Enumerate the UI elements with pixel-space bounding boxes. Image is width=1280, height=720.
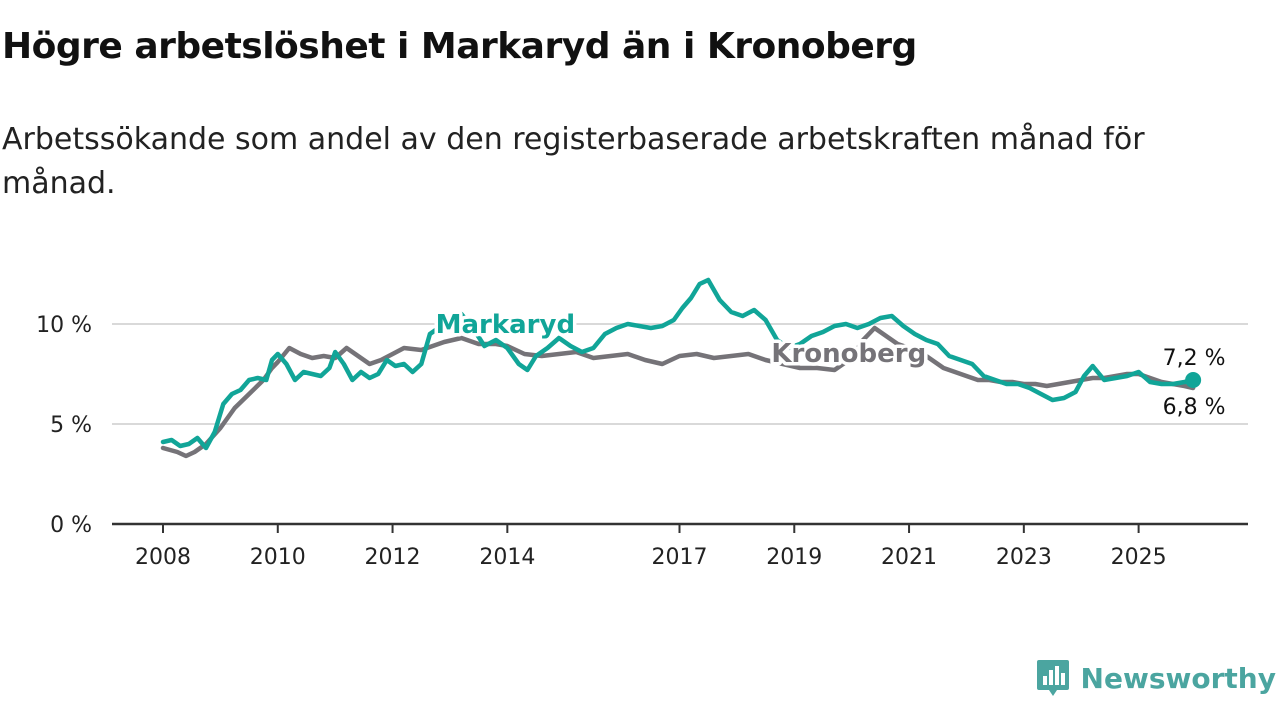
end-value-label-markaryd: 7,2 % (1163, 346, 1226, 371)
newsworthy-logo-icon (1036, 660, 1069, 696)
series-label-markaryd: Markaryd (436, 310, 575, 340)
chart-title: Högre arbetslöshet i Markaryd än i Krono… (2, 26, 917, 67)
endpoint-marker-markaryd (1185, 372, 1202, 388)
series-lines (160, 277, 1202, 459)
series-label-kronoberg: Kronoberg (771, 339, 926, 369)
chart-subtitle: Arbetssökande som andel av den registerb… (2, 122, 1145, 201)
y-tick-label: 0 % (50, 513, 92, 538)
x-tick-label: 2010 (250, 545, 306, 570)
series-line-kronoberg (160, 325, 1196, 459)
x-tick-label: 2025 (1111, 545, 1167, 570)
end-value-label-kronoberg: 6,8 % (1163, 395, 1226, 420)
y-tick-label: 5 % (50, 413, 92, 438)
x-tick-label: 2014 (479, 545, 535, 570)
x-tick-label: 2012 (365, 545, 421, 570)
brand-name: Newsworthy (1080, 661, 1276, 695)
series-line-markaryd (160, 277, 1196, 451)
x-tick-label: 2023 (996, 545, 1052, 570)
y-tick-label: 10 % (36, 313, 92, 338)
grid-lines (112, 323, 1248, 425)
x-axis: 0 % 5 % 10 % 2008 2010 2012 2014 2017 2019 2021 20… (36, 313, 1248, 570)
x-tick-label: 2017 (652, 545, 708, 570)
x-tick-label: 2019 (766, 545, 822, 570)
newsworthy-brand[interactable]: Newsworthy (1035, 658, 1276, 698)
x-tick-label: 2008 (135, 545, 191, 570)
series-labels: Markaryd Kronoberg 7,2 % 6,8 % (432, 307, 1226, 421)
x-tick-label: 2021 (881, 545, 937, 570)
